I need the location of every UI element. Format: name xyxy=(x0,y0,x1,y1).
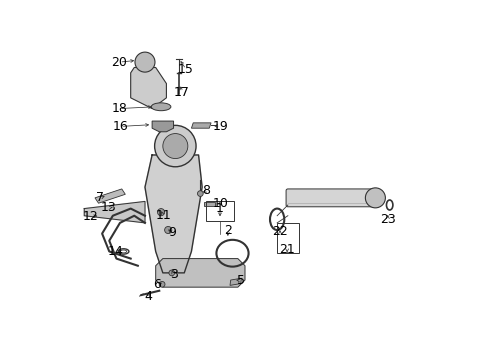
Circle shape xyxy=(163,134,188,158)
Text: 23: 23 xyxy=(380,213,396,226)
Polygon shape xyxy=(230,278,242,285)
Text: 11: 11 xyxy=(156,209,171,222)
Ellipse shape xyxy=(151,103,171,111)
Polygon shape xyxy=(145,155,202,273)
Circle shape xyxy=(165,226,172,234)
Text: 17: 17 xyxy=(174,86,190,99)
Text: 3: 3 xyxy=(170,268,177,281)
Text: 2: 2 xyxy=(224,224,232,237)
Circle shape xyxy=(157,208,165,216)
Text: 10: 10 xyxy=(213,197,229,210)
Text: 16: 16 xyxy=(113,120,128,133)
Circle shape xyxy=(135,52,155,72)
Circle shape xyxy=(159,282,165,287)
Polygon shape xyxy=(152,121,173,132)
Text: 12: 12 xyxy=(83,210,98,223)
FancyBboxPatch shape xyxy=(286,189,377,207)
Polygon shape xyxy=(156,258,245,287)
Bar xyxy=(277,223,298,253)
Text: 1: 1 xyxy=(216,202,224,215)
Circle shape xyxy=(155,125,196,167)
Polygon shape xyxy=(192,123,211,128)
Text: 19: 19 xyxy=(213,120,228,133)
Text: 4: 4 xyxy=(145,289,152,303)
Text: 21: 21 xyxy=(279,243,295,256)
Circle shape xyxy=(366,188,386,208)
Text: 15: 15 xyxy=(178,63,194,76)
Polygon shape xyxy=(131,67,167,109)
Circle shape xyxy=(197,191,203,197)
Text: 13: 13 xyxy=(100,201,117,214)
Text: 7: 7 xyxy=(97,192,104,204)
Polygon shape xyxy=(84,202,145,223)
Text: 5: 5 xyxy=(237,274,245,287)
Text: 14: 14 xyxy=(108,245,123,258)
Text: 22: 22 xyxy=(272,225,288,238)
Text: 6: 6 xyxy=(153,278,161,291)
Text: 9: 9 xyxy=(168,226,176,239)
Polygon shape xyxy=(204,202,215,206)
Text: 8: 8 xyxy=(202,184,210,197)
Text: 20: 20 xyxy=(111,55,127,69)
Circle shape xyxy=(169,270,174,276)
Bar xyxy=(206,202,234,221)
Text: 18: 18 xyxy=(111,102,127,115)
Polygon shape xyxy=(95,189,125,203)
